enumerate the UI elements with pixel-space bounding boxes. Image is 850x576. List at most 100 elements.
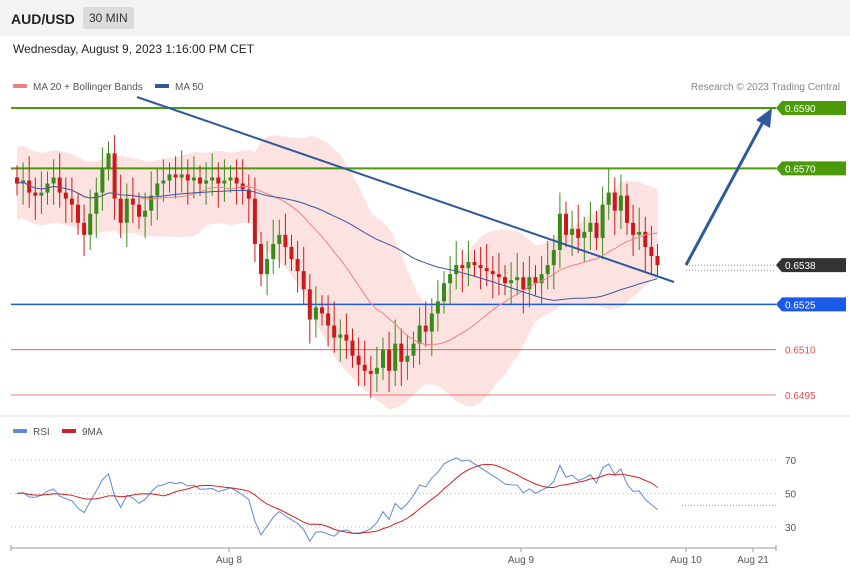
candle-body-98 bbox=[612, 192, 617, 211]
candle-body-103 bbox=[643, 231, 648, 247]
candle-body-99 bbox=[618, 195, 623, 211]
rsi-level-label-2: 30 bbox=[785, 523, 797, 534]
candle-body-4 bbox=[39, 192, 44, 196]
candle-body-83 bbox=[521, 277, 526, 290]
timeframe-button[interactable]: 30 MIN bbox=[83, 7, 134, 29]
time-tick-label-0: Aug 8 bbox=[216, 555, 243, 566]
ma50-line bbox=[16, 181, 658, 301]
candle-body-77 bbox=[484, 268, 489, 272]
candle-body-21 bbox=[143, 210, 148, 217]
rsi-level-label-1: 50 bbox=[785, 490, 797, 501]
candle-body-2 bbox=[27, 180, 32, 193]
candle-body-101 bbox=[631, 222, 636, 235]
candle-body-33 bbox=[216, 177, 221, 184]
chart-header: AUD/USD 30 MIN bbox=[0, 0, 850, 36]
candle-body-27 bbox=[179, 174, 184, 178]
time-axis: Aug 8 Aug 9 Aug 10 Aug 21 bbox=[10, 545, 777, 566]
candle-body-6 bbox=[51, 177, 56, 184]
candle-body-88 bbox=[551, 249, 556, 266]
candle-body-22 bbox=[149, 195, 154, 211]
candle-body-58 bbox=[368, 370, 373, 374]
candle-body-73 bbox=[460, 265, 465, 269]
candle-body-28 bbox=[185, 174, 190, 181]
candles bbox=[15, 135, 660, 399]
candle-body-52 bbox=[332, 325, 337, 338]
candle-body-68 bbox=[429, 313, 434, 332]
candle-body-66 bbox=[417, 325, 422, 344]
date-time: Wednesday, August 9, 2023 1:16:00 PM CET bbox=[13, 42, 255, 56]
candle-body-54 bbox=[344, 334, 349, 341]
level-label-1: 0.6570 bbox=[785, 164, 816, 175]
level-label-4: 0.6510 bbox=[785, 346, 816, 357]
overlay bbox=[136, 96, 772, 283]
candle-body-41 bbox=[265, 259, 270, 275]
rsi-panel: 70 50 30 bbox=[11, 456, 797, 543]
candle-body-64 bbox=[405, 355, 410, 362]
rsi-level-label-0: 70 bbox=[785, 456, 797, 467]
candle-body-19 bbox=[130, 198, 135, 205]
candle-body-36 bbox=[234, 177, 239, 184]
candle-body-34 bbox=[222, 180, 227, 184]
candle-body-3 bbox=[33, 192, 38, 196]
candle-body-84 bbox=[527, 277, 532, 290]
candle-body-86 bbox=[539, 274, 544, 284]
candle-body-46 bbox=[295, 259, 300, 272]
candle-body-24 bbox=[161, 180, 166, 184]
candle-body-62 bbox=[393, 343, 398, 371]
candle-body-38 bbox=[246, 189, 251, 199]
candle-body-26 bbox=[173, 174, 178, 178]
candle-body-57 bbox=[362, 364, 367, 371]
candle-body-9 bbox=[69, 198, 74, 205]
candle-body-55 bbox=[350, 340, 355, 356]
candle-body-31 bbox=[204, 180, 209, 184]
ma50-legend-label: MA 50 bbox=[175, 82, 204, 93]
candle-body-30 bbox=[198, 177, 202, 184]
candle-body-104 bbox=[649, 246, 654, 257]
level-label-3: 0.6525 bbox=[785, 300, 816, 311]
candle-body-13 bbox=[94, 192, 99, 214]
candle-body-51 bbox=[326, 313, 331, 326]
candle-body-56 bbox=[356, 355, 361, 365]
candle-body-0 bbox=[15, 177, 19, 184]
level-tag-3 bbox=[776, 297, 846, 312]
candle-body-82 bbox=[515, 277, 520, 281]
candle-body-79 bbox=[496, 274, 501, 278]
level-tag-1 bbox=[776, 161, 846, 176]
candle-body-40 bbox=[259, 243, 263, 275]
candle-body-44 bbox=[283, 234, 288, 247]
candle-body-72 bbox=[454, 265, 459, 275]
candle-body-90 bbox=[564, 213, 568, 235]
candle-body-14 bbox=[100, 168, 105, 193]
candle-body-16 bbox=[112, 153, 117, 199]
candle-body-93 bbox=[582, 231, 587, 238]
rsi-ma-legend-swatch bbox=[62, 429, 76, 433]
candle-body-100 bbox=[625, 195, 629, 223]
candle-body-76 bbox=[478, 265, 483, 269]
candle-body-8 bbox=[63, 192, 68, 199]
bollinger-band-area bbox=[17, 135, 658, 410]
candle-body-92 bbox=[576, 228, 581, 238]
pair-title: AUD/USD bbox=[11, 11, 75, 27]
level-tag-2 bbox=[776, 258, 846, 273]
candle-body-17 bbox=[118, 198, 123, 223]
time-tick-label-3: Aug 21 bbox=[737, 555, 769, 566]
candle-body-10 bbox=[76, 204, 80, 223]
candle-body-71 bbox=[448, 274, 453, 284]
candle-body-43 bbox=[277, 234, 282, 244]
candle-body-94 bbox=[588, 222, 593, 232]
candle-body-42 bbox=[271, 243, 276, 260]
candle-body-20 bbox=[137, 204, 141, 217]
candle-body-59 bbox=[374, 367, 379, 374]
candle-body-39 bbox=[252, 198, 257, 244]
rsi-legend-label: RSI bbox=[33, 427, 50, 438]
level-label-0: 0.6590 bbox=[785, 104, 816, 115]
time-tick-label-2: Aug 10 bbox=[670, 555, 702, 566]
candle-body-48 bbox=[307, 289, 312, 320]
candle-body-97 bbox=[606, 192, 611, 205]
bands-legend-swatch bbox=[13, 84, 27, 88]
candle-body-23 bbox=[155, 183, 160, 196]
candle-body-95 bbox=[594, 222, 599, 238]
candle-body-67 bbox=[423, 325, 428, 332]
candle-body-7 bbox=[57, 177, 62, 193]
